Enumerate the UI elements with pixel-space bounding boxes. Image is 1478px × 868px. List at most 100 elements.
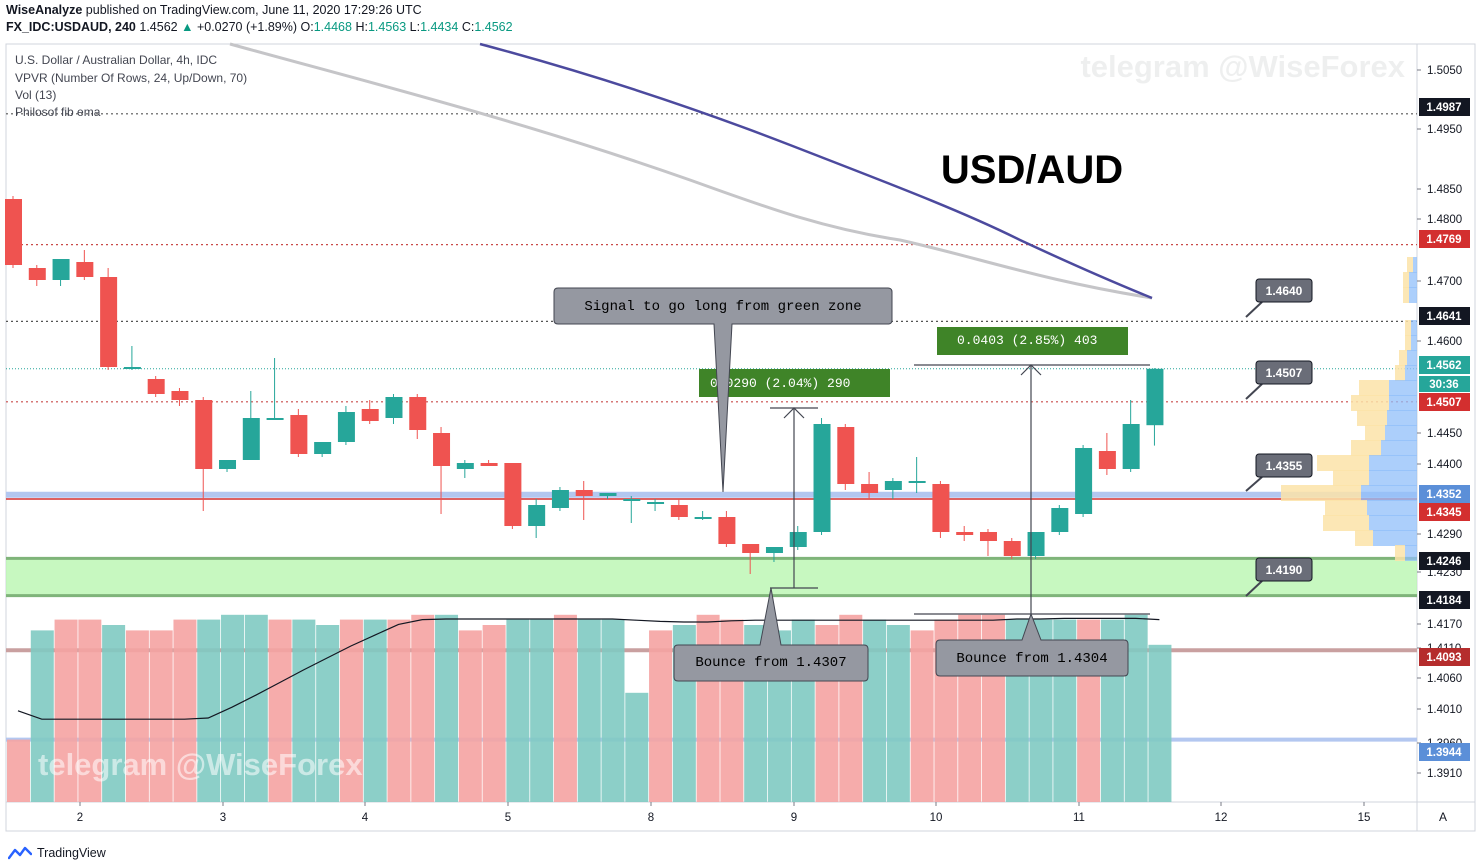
vpvr-up-row: [1369, 470, 1417, 486]
time-tick-label: 11: [1073, 812, 1085, 824]
last-price: 1.4562: [139, 20, 178, 34]
callout-signal-text: Signal to go long from green zone: [584, 299, 861, 315]
vpvr-down-row: [1395, 545, 1405, 561]
vpvr-up-row: [1389, 380, 1417, 396]
legend-vpvr[interactable]: VPVR (Number Of Rows, 24, Up/Down, 70): [15, 71, 247, 85]
price-tag-label: 1.4352: [1426, 489, 1461, 501]
vpvr-down-row: [1399, 350, 1407, 366]
flag-4-box: [1255, 557, 1313, 582]
price-tick-label: 1.4170: [1427, 619, 1462, 631]
legend-symbol[interactable]: U.S. Dollar / Australian Dollar, 4h, IDC: [15, 53, 217, 67]
candle-body: [385, 397, 403, 418]
auto-scale-label[interactable]: A: [1439, 810, 1447, 824]
volume-bar: [292, 619, 316, 802]
price-tag-label: 1.3944: [1426, 747, 1462, 759]
vpvr-up-row: [1367, 500, 1417, 516]
price-axis[interactable]: 1.5050 1.4950 1.4850 1.4800 1.4700 1.4600 1.44…: [1417, 65, 1470, 780]
volume-bar: [625, 692, 649, 802]
legend-ema[interactable]: Philosof fib ema: [15, 105, 101, 119]
legend-volume[interactable]: Vol (13): [15, 88, 56, 102]
ohlc-low: 1.4434: [420, 20, 459, 34]
chart-header: WiseAnalyze published on TradingView.com…: [6, 2, 513, 36]
background-layer: [6, 113, 1417, 742]
candle-body: [599, 493, 617, 496]
vpvr-up-row: [1381, 440, 1417, 456]
candle-body: [219, 460, 237, 469]
volume-bar: [316, 625, 340, 802]
vpvr-up-row: [1409, 272, 1417, 288]
ohlc-high: 1.4563: [367, 20, 407, 34]
time-tick-label: 4: [362, 812, 369, 824]
symbol-label[interactable]: FX_IDC:USDAUD, 240: [6, 20, 136, 34]
candle-body: [1146, 368, 1164, 426]
vpvr-up-row: [1373, 530, 1417, 546]
volume-bar: [268, 619, 292, 802]
vpvr-down-row: [1403, 272, 1409, 288]
time-tick-label: 3: [220, 812, 226, 824]
vpvr-down-row: [1395, 365, 1405, 381]
callout-bounce-1-shape: [673, 587, 869, 682]
candle-body: [884, 481, 902, 490]
candle-body: [765, 547, 783, 553]
vpvr-down-row: [1317, 455, 1369, 471]
flag-2-box: [1255, 360, 1313, 385]
candle-body: [5, 199, 22, 265]
vpvr-down-row: [1325, 500, 1367, 516]
price-tick-label: 1.4060: [1427, 673, 1462, 685]
callout-bounce-2-shape: [935, 612, 1129, 677]
volume-bar: [458, 630, 482, 802]
range-2-box: [937, 327, 1128, 355]
candle-body: [433, 433, 451, 466]
price-tick-label: 1.4400: [1427, 459, 1462, 471]
price-tag-label: 1.4641: [1426, 311, 1462, 323]
candle-body: [1122, 424, 1140, 469]
author-name[interactable]: WiseAnalyze: [6, 3, 83, 17]
volume-bar: [54, 619, 78, 802]
callout-bounce-2-text: Bounce from 1.4304: [956, 651, 1107, 667]
ohlc-close: 1.4562: [474, 20, 513, 34]
range-2-arrowhead: [1020, 364, 1042, 376]
green-zone: [6, 558, 1417, 596]
candle-body: [266, 418, 284, 420]
price-tag-label: 1.4246: [1426, 556, 1461, 568]
callout-bounce-1-text: Bounce from 1.4307: [695, 655, 846, 671]
auto-scale-button[interactable]: [1432, 807, 1454, 825]
price-tag-label: 1.4184: [1426, 595, 1462, 607]
flag-4-text: 1.4190: [1266, 563, 1303, 577]
price-tag: [1419, 591, 1470, 609]
candle-body: [1075, 448, 1093, 514]
time-tick-label: 2: [77, 812, 83, 824]
vpvr-down-row: [1351, 440, 1381, 456]
time-axis[interactable]: 2 3 4 5 8 9 10 11 12 15: [77, 802, 1371, 824]
volume-bar: [411, 614, 435, 802]
candle-body: [1051, 508, 1069, 532]
price-tag-label: 1.4507: [1426, 397, 1461, 409]
up-arrow-icon: ▲: [181, 20, 194, 34]
price-tag-label: 1.4093: [1426, 652, 1461, 664]
volume-bar: [197, 619, 221, 802]
footer-brand[interactable]: TradingView: [8, 846, 106, 860]
ohlc-h-label: H:: [355, 20, 368, 34]
vpvr-down-row: [1281, 485, 1361, 501]
vpvr-up-row: [1407, 350, 1417, 366]
candle-body: [171, 391, 189, 400]
range-1-arrowhead: [783, 407, 805, 419]
time-tick-label: 12: [1215, 812, 1228, 824]
volume-profile: [1281, 257, 1417, 561]
candle-body: [742, 544, 760, 553]
candle-body: [1027, 532, 1045, 556]
time-tick-label: 10: [930, 812, 943, 824]
volume-ma-line: [17, 617, 1160, 720]
range-1-box: [699, 369, 890, 397]
volume-bar: [601, 619, 625, 802]
candle-body: [76, 262, 94, 277]
price-tag: [1419, 552, 1470, 570]
volume-bar: [506, 619, 530, 802]
vpvr-down-row: [1323, 515, 1369, 531]
vpvr-down-row: [1405, 320, 1411, 336]
vpvr-down-row: [1365, 425, 1385, 441]
vpvr-down-row: [1355, 530, 1373, 546]
price-axis-panel[interactable]: [1416, 43, 1476, 832]
countdown-label: 30:36: [1429, 379, 1458, 391]
